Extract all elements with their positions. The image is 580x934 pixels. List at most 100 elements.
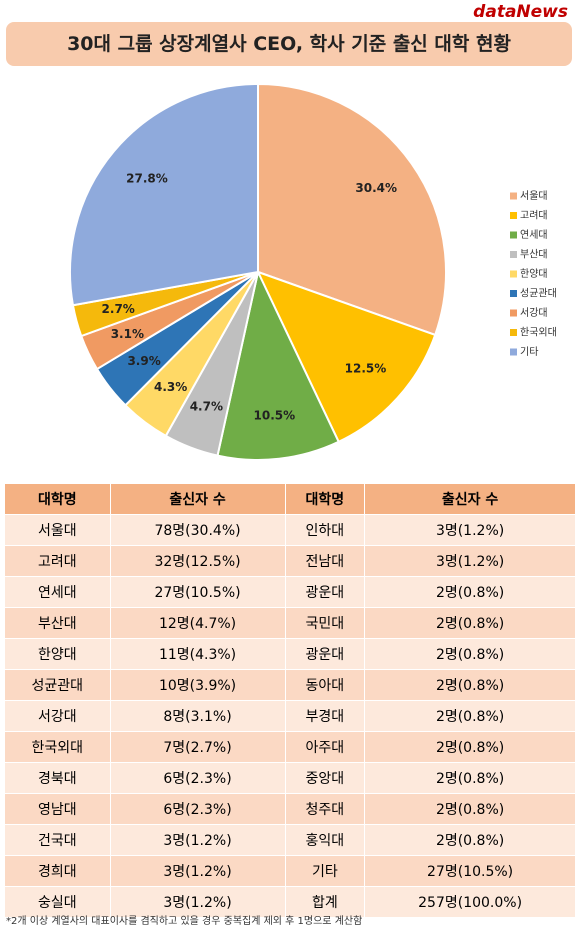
pie-slice	[256, 270, 437, 444]
legend-label: 기타	[520, 346, 538, 358]
logo: dataNews	[473, 2, 568, 22]
footnote: *2개 이상 계열사의 대표이사를 겸직하고 있을 경우 중복집계 제외 후 1…	[6, 916, 363, 927]
table-cell: 2명(0.8%)	[364, 762, 576, 794]
table-row: 영남대 6명(2.3%) 청주대 2명(0.8%)	[4, 793, 576, 825]
table-cell: 10명(3.9%)	[109, 669, 286, 701]
value-label: 30.4%	[355, 181, 397, 195]
table-cell: 부산대	[4, 607, 111, 639]
legend-swatch	[510, 231, 517, 239]
table-cell: 광운대	[284, 576, 366, 608]
table-cell: 3명(1.2%)	[364, 514, 576, 546]
legend-swatch	[510, 290, 517, 297]
table-row: 한국외대 7명(2.7%) 아주대 2명(0.8%)	[4, 731, 576, 763]
table-cell: 청주대	[284, 793, 366, 825]
table-row: 연세대 27명(10.5%) 광운대 2명(0.8%)	[4, 576, 576, 608]
legend-swatch	[510, 192, 517, 200]
table-cell: 11명(4.3%)	[109, 638, 286, 670]
table-cell: 78명(30.4%)	[109, 514, 286, 546]
legend-label: 한양대	[520, 268, 548, 280]
table-cell: 숭실대	[4, 886, 111, 918]
table-row: 서강대 8명(3.1%) 부경대 2명(0.8%)	[4, 700, 576, 732]
table-cell: 전남대	[284, 545, 366, 577]
table-cell: 2명(0.8%)	[364, 638, 576, 670]
table-cell: 32명(12.5%)	[109, 545, 286, 577]
table-cell: 6명(2.3%)	[109, 762, 286, 794]
table-row: 부산대 12명(4.7%) 국민대 2명(0.8%)	[4, 607, 576, 639]
legend-swatch	[510, 270, 517, 278]
table-cell: 중앙대	[284, 762, 366, 794]
value-label: 3.1%	[111, 327, 144, 341]
table-cell: 기타	[284, 855, 366, 887]
table-cell: 2명(0.8%)	[364, 793, 576, 825]
table-cell: 영남대	[4, 793, 111, 825]
table-cell: 2명(0.8%)	[364, 824, 576, 856]
value-label: 10.5%	[254, 408, 296, 422]
table-cell: 부경대	[284, 700, 366, 732]
pie-slice	[257, 82, 447, 337]
table-cell: 국민대	[284, 607, 366, 639]
pie-slice	[69, 82, 259, 307]
table-cell: 7명(2.7%)	[109, 731, 286, 763]
table-cell: 홍익대	[284, 824, 366, 856]
legend-label: 부산대	[520, 249, 548, 261]
table-cell: 6명(2.3%)	[109, 793, 286, 825]
table-cell: 257명(100.0%)	[364, 886, 576, 918]
header-cell: 출신자 수	[109, 483, 286, 515]
header-cell: 대학명	[284, 483, 366, 515]
header-row: 대학명 출신자 수 대학명 출신자 수	[4, 483, 576, 515]
table-cell: 아주대	[284, 731, 366, 763]
table-cell: 27명(10.5%)	[364, 855, 576, 887]
table-cell: 3명(1.2%)	[364, 545, 576, 577]
value-label: 3.9%	[127, 354, 160, 368]
value-label: 12.5%	[345, 361, 387, 375]
table-cell: 서울대	[4, 514, 111, 546]
table-row: 경북대 6명(2.3%) 중앙대 2명(0.8%)	[4, 762, 576, 794]
table-row: 고려대 32명(12.5%) 전남대 3명(1.2%)	[4, 545, 576, 577]
table-cell: 3명(1.2%)	[109, 855, 286, 887]
table-row: 한양대 11명(4.3%) 광운대 2명(0.8%)	[4, 638, 576, 670]
table-cell: 27명(10.5%)	[109, 576, 286, 608]
value-label: 2.7%	[102, 302, 135, 316]
legend-label: 한국외대	[520, 327, 557, 339]
table-cell: 2명(0.8%)	[364, 700, 576, 732]
header-cell: 출신자 수	[364, 483, 576, 515]
chart: 30.4% 12.5% 10.5% 4.7%4.3% 3.9% 3.1% 2.7% 27.8%…	[69, 82, 557, 461]
table-row: 경희대 3명(1.2%) 기타 27명(10.5%)	[4, 855, 576, 887]
table-row: 성균관대 10명(3.9%) 동아대 2명(0.8%)	[4, 669, 576, 701]
table-cell: 광운대	[284, 638, 366, 670]
table-cell: 건국대	[4, 824, 111, 856]
table-cell: 2명(0.8%)	[364, 576, 576, 608]
table-cell: 2명(0.8%)	[364, 669, 576, 701]
legend-swatch	[510, 329, 517, 336]
legend-label: 서울대	[520, 190, 548, 202]
legend-label: 서강대	[520, 307, 548, 319]
table-row: 서울대 78명(30.4%) 인하대 3명(1.2%)	[4, 514, 576, 546]
table-cell: 8명(3.1%)	[109, 700, 286, 732]
legend-swatch	[510, 212, 517, 219]
legend-swatch	[510, 309, 517, 317]
table-cell: 합계	[284, 886, 366, 918]
legend-swatch	[510, 251, 517, 258]
table-cell: 3명(1.2%)	[109, 824, 286, 856]
table-cell: 고려대	[4, 545, 111, 577]
table-cell: 12명(4.7%)	[109, 607, 286, 639]
table-cell: 연세대	[4, 576, 111, 608]
table-cell: 서강대	[4, 700, 111, 732]
chart-title: 30대 그룹 상장계열사 CEO, 학사 기준 출신 대학 현황	[6, 22, 572, 66]
table-cell: 경희대	[4, 855, 111, 887]
table-cell: 한양대	[4, 638, 111, 670]
table-cell: 한국외대	[4, 731, 111, 763]
table-cell: 동아대	[284, 669, 366, 701]
header-cell: 대학명	[4, 483, 111, 515]
table-row: 숭실대 3명(1.2%) 합계 257명(100.0%)	[4, 886, 576, 918]
table-cell: 2명(0.8%)	[364, 731, 576, 763]
value-label: 4.3%	[154, 380, 187, 394]
legend-label: 성균관대	[520, 288, 557, 300]
legend-label: 연세대	[520, 229, 548, 241]
legend-label: 고려대	[520, 210, 548, 222]
value-label: 4.7%	[190, 400, 223, 414]
table-cell: 인하대	[284, 514, 366, 546]
table-cell: 성균관대	[4, 669, 111, 701]
table-cell: 경북대	[4, 762, 111, 794]
